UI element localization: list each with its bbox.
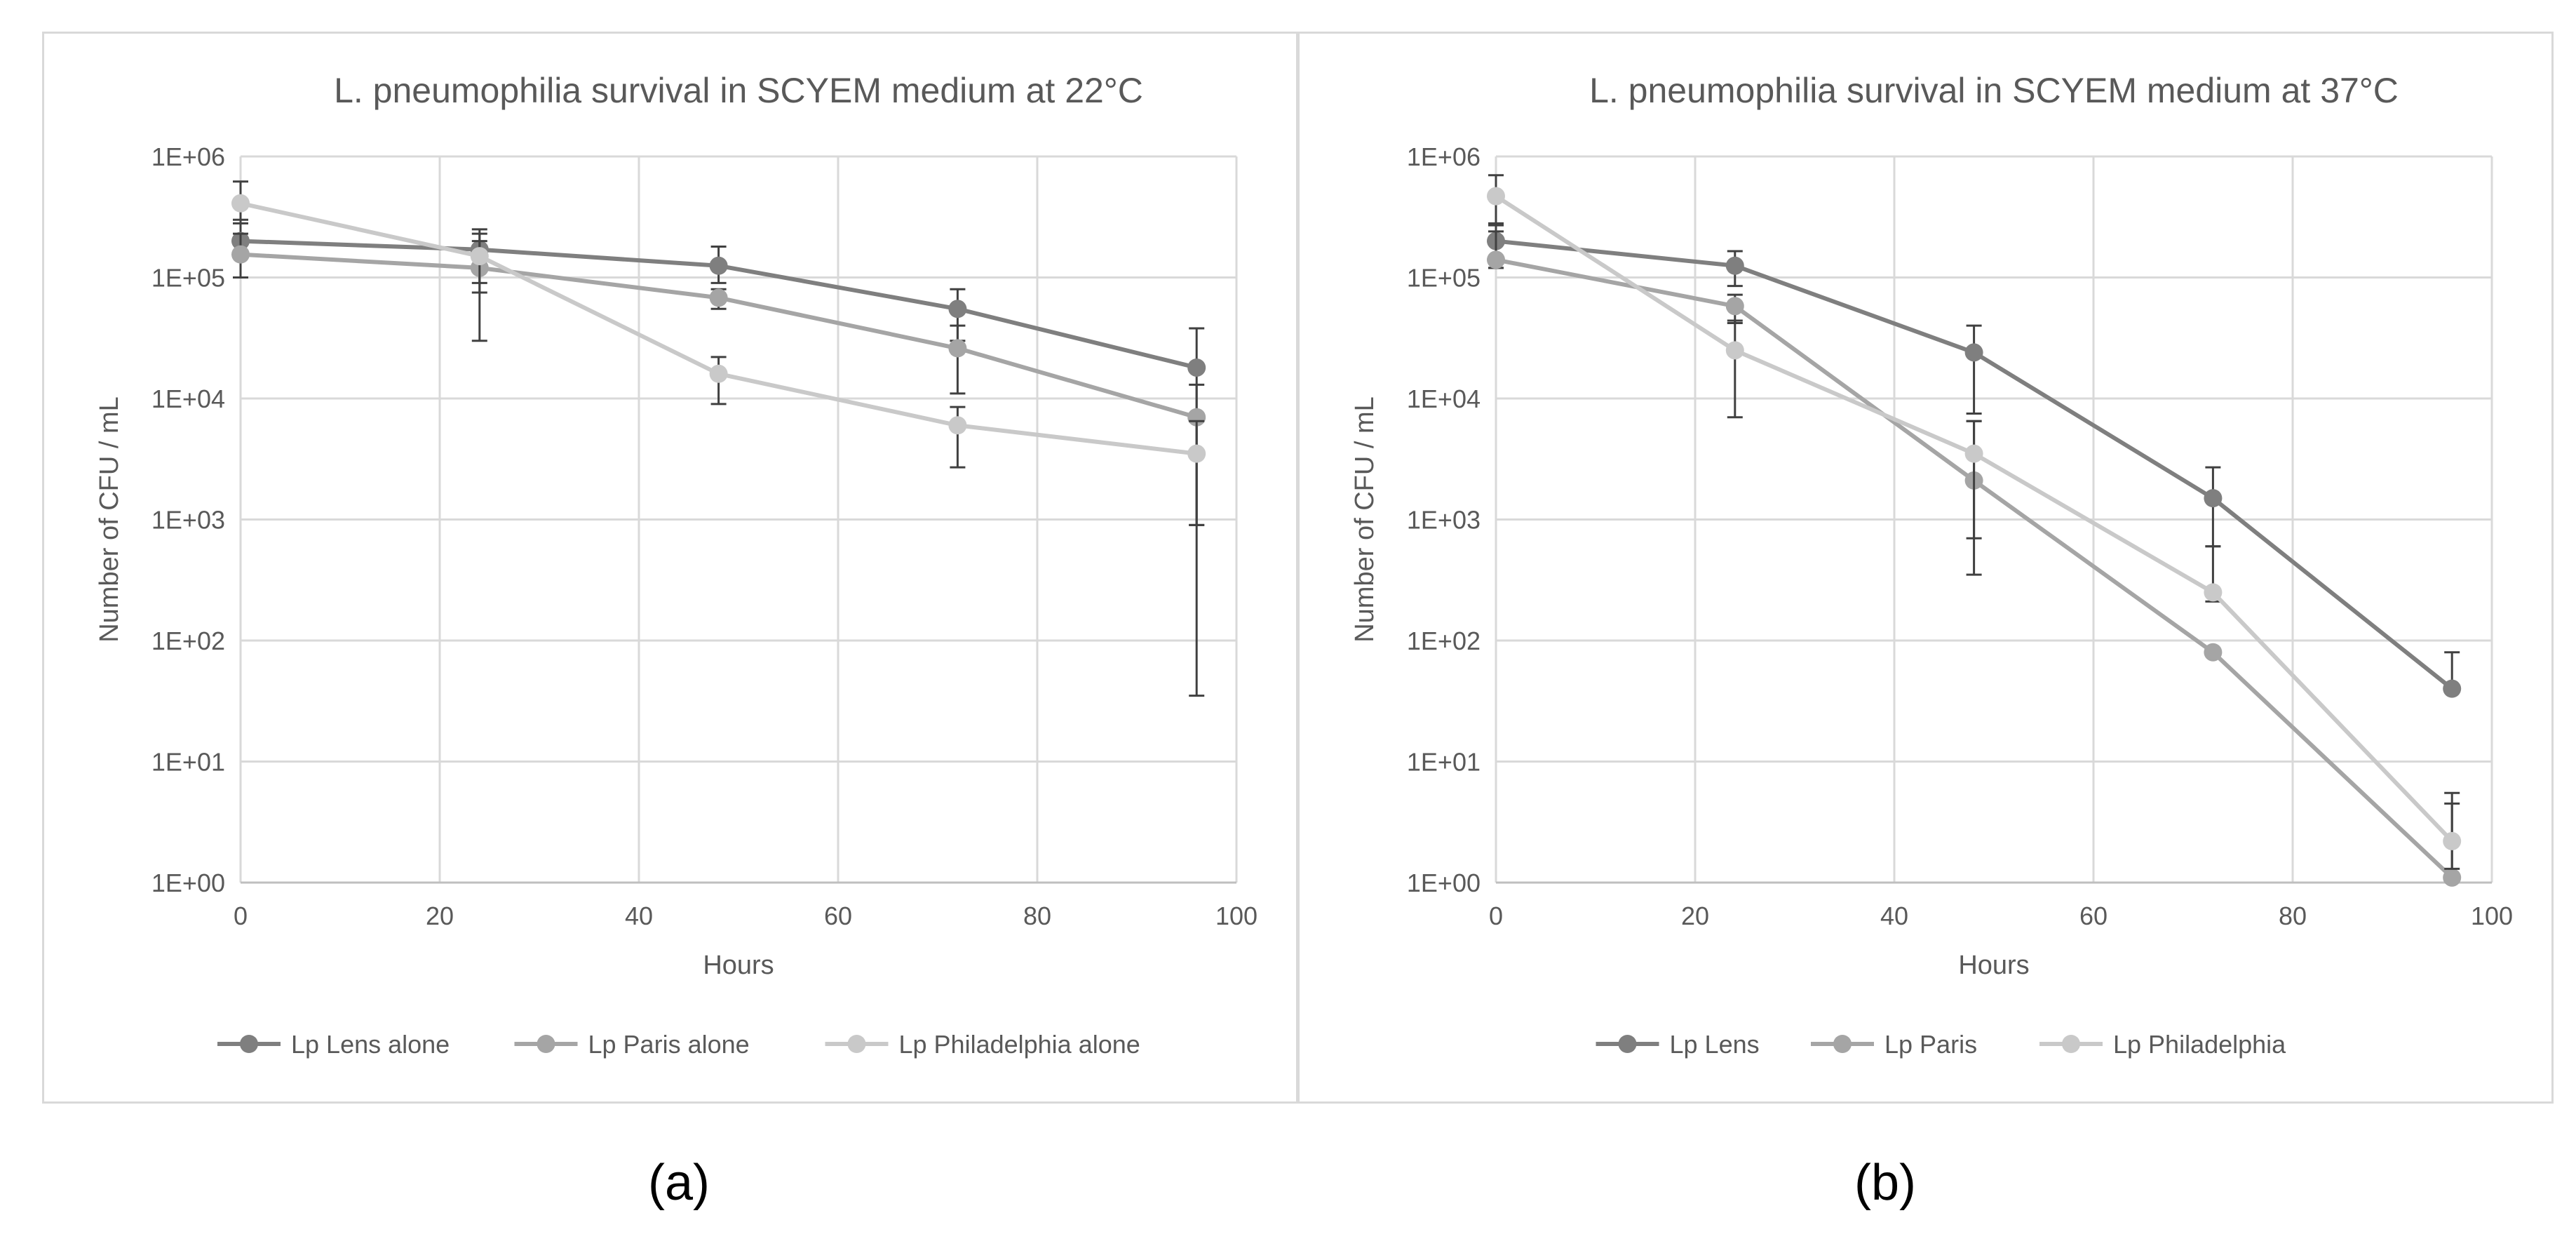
data-point: [709, 364, 728, 383]
series-line: [240, 201, 1197, 456]
legend: Lp Lens Lp Paris Lp Philadelphia: [1596, 1030, 2286, 1059]
legend-label: Lp Philadelphia: [2113, 1030, 2286, 1059]
data-point: [1187, 444, 1206, 463]
chart-title: L. pneumophilia survival in SCYEM medium…: [1589, 71, 2399, 110]
y-tick-label: 1E+05: [151, 264, 225, 293]
data-point: [948, 416, 967, 435]
caption-b: (b): [1854, 1155, 1916, 1211]
data-point: [709, 256, 728, 275]
data-point: [1187, 358, 1206, 377]
chart-title: L. pneumophilia survival in SCYEM medium…: [334, 71, 1143, 110]
data-point: [1964, 343, 1983, 362]
data-point: [1487, 187, 1505, 206]
legend-marker: [1833, 1035, 1852, 1053]
y-tick-label: 1E+03: [151, 506, 225, 535]
x-tick-label: 100: [2471, 902, 2513, 930]
y-tick-label: 1E+03: [1407, 506, 1481, 535]
x-tick-label: 60: [824, 902, 852, 930]
legend-label: Lp Paris alone: [588, 1030, 750, 1059]
x-tick-label: 100: [1215, 902, 1257, 930]
y-tick-label: 1E+01: [1407, 748, 1481, 777]
x-axis-title: Hours: [703, 951, 774, 980]
y-tick-label: 1E+04: [1407, 384, 1481, 413]
legend-marker: [240, 1035, 258, 1053]
x-tick-label: 40: [625, 902, 653, 930]
data-point: [2443, 831, 2462, 850]
legend-marker: [847, 1035, 866, 1053]
x-tick-label: 0: [234, 902, 248, 930]
data-point: [470, 247, 489, 266]
data-point: [2204, 643, 2223, 662]
legend-item: Lp Lens: [1596, 1030, 1760, 1059]
x-tick-label: 80: [1023, 902, 1051, 930]
chart-panel-a: L. pneumophilia survival in SCYEM medium…: [42, 32, 1298, 1104]
legend-label: Lp Paris: [1884, 1030, 1977, 1059]
legend-item: Lp Paris: [1811, 1030, 1977, 1059]
data-point: [948, 300, 967, 319]
legend: Lp Lens alone Lp Paris alone Lp Philadelph…: [217, 1030, 1140, 1059]
data-point: [1487, 250, 1505, 269]
data-point: [948, 339, 967, 358]
x-tick-label: 60: [2079, 902, 2108, 930]
legend-item: Lp Philadelphia: [2039, 1030, 2286, 1059]
chart-panel-b: L. pneumophilia survival in SCYEM medium…: [1297, 32, 2554, 1104]
legend-marker: [2062, 1035, 2080, 1053]
chart-b: L. pneumophilia survival in SCYEM medium…: [1350, 71, 2513, 1059]
data-point: [2204, 583, 2223, 602]
x-tick-label: 20: [426, 902, 454, 930]
x-axis-title: Hours: [1958, 951, 2029, 980]
y-tick-label: 1E+06: [151, 142, 225, 171]
y-axis-title: Number of CFU / mL: [95, 396, 124, 643]
y-tick-label: 1E+05: [1407, 264, 1481, 293]
data-point: [2443, 868, 2462, 887]
y-tick-label: 1E+01: [151, 748, 225, 777]
y-tick-label: 1E+02: [1407, 626, 1481, 655]
y-tick-label: 1E+06: [1407, 142, 1481, 171]
legend-item: Lp Lens alone: [217, 1030, 450, 1059]
legend-label: Lp Lens alone: [291, 1030, 450, 1059]
x-tick-label: 0: [1489, 902, 1503, 930]
y-tick-label: 1E+00: [151, 869, 225, 897]
legend-label: Lp Lens: [1670, 1030, 1760, 1059]
caption-a: (a): [648, 1155, 710, 1211]
data-point: [1964, 444, 1983, 463]
y-tick-label: 1E+02: [151, 626, 225, 655]
series-lp-philadelphia-alone: [231, 180, 1206, 697]
chart-a: L. pneumophilia survival in SCYEM medium…: [95, 71, 1257, 1059]
legend-marker: [1618, 1035, 1637, 1053]
y-tick-label: 1E+04: [151, 384, 225, 413]
legend-label: Lp Philadelphia alone: [899, 1030, 1140, 1059]
data-point: [231, 245, 250, 264]
data-point: [1725, 297, 1744, 316]
data-point: [231, 194, 250, 213]
legend-item: Lp Philadelphia alone: [825, 1030, 1140, 1059]
x-tick-label: 80: [2279, 902, 2307, 930]
data-point: [1725, 341, 1744, 360]
y-tick-label: 1E+00: [1407, 869, 1481, 897]
data-point: [1725, 256, 1744, 275]
series-lp-philadelphia: [1487, 174, 2462, 870]
data-point: [2204, 489, 2223, 508]
x-tick-label: 20: [1681, 902, 1709, 930]
x-tick-label: 40: [1880, 902, 1908, 930]
data-point: [2443, 679, 2462, 698]
legend-marker: [537, 1035, 555, 1053]
y-axis-title: Number of CFU / mL: [1350, 396, 1380, 643]
legend-item: Lp Paris alone: [514, 1030, 750, 1059]
data-point: [709, 288, 728, 307]
